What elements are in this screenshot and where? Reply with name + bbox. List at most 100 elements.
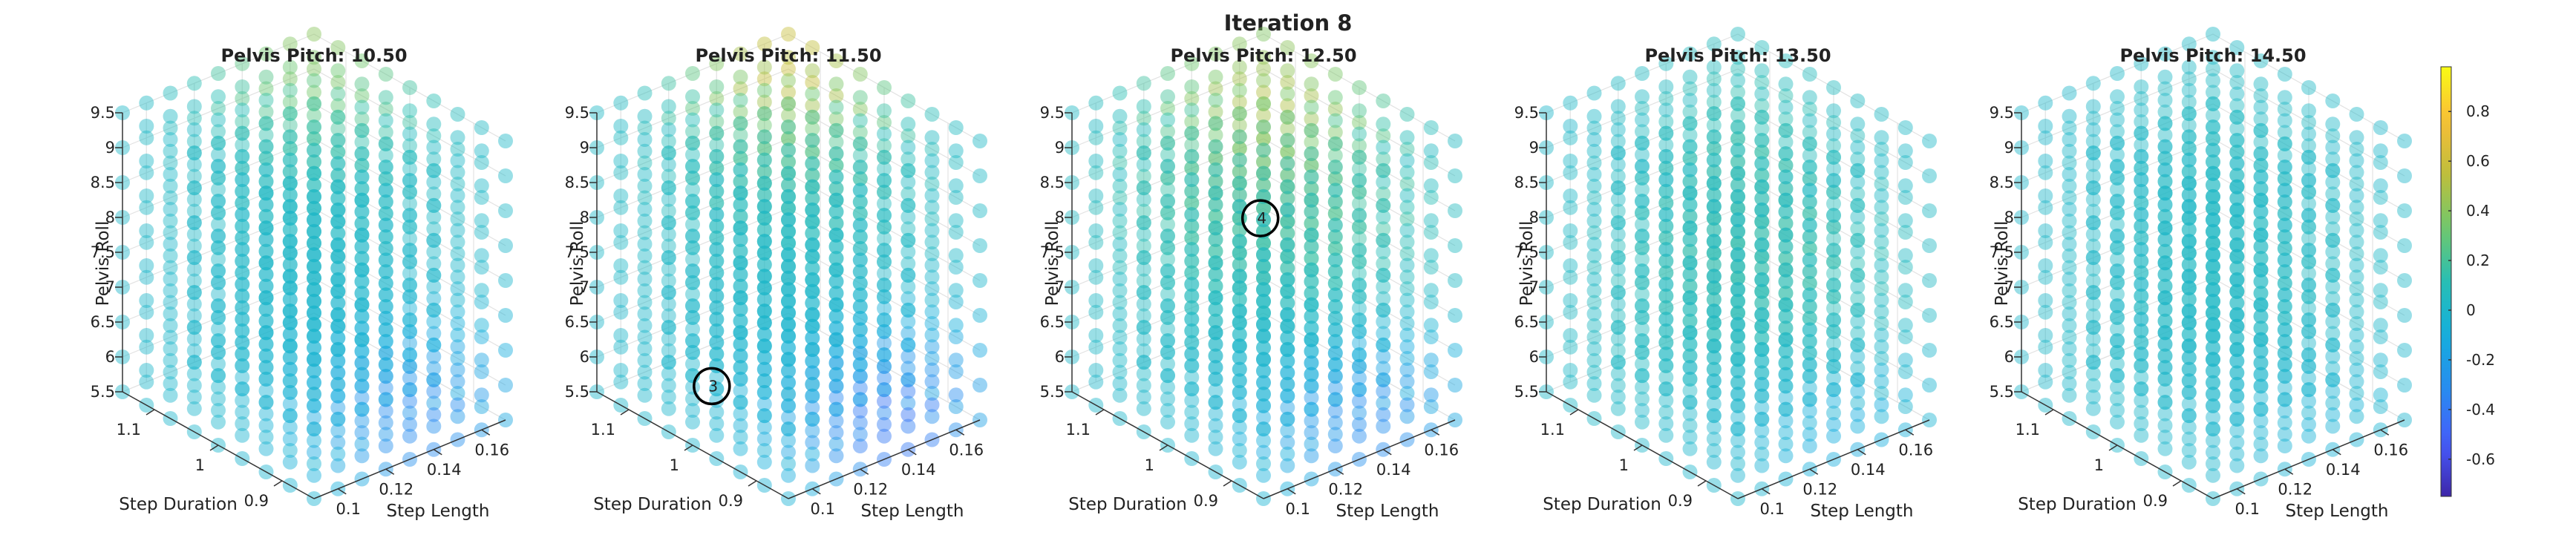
scatter-point — [756, 338, 772, 354]
scatter-point — [1160, 298, 1175, 314]
scatter-point — [2206, 142, 2220, 158]
scatter-point — [235, 253, 250, 269]
scatter-point — [2229, 446, 2245, 462]
scatter-point — [258, 290, 274, 306]
scatter-point — [756, 199, 772, 214]
scatter-point — [637, 260, 653, 275]
scatter-point — [307, 50, 321, 65]
scatter-point — [733, 325, 748, 341]
scatter-point — [661, 203, 676, 219]
scatter-point — [450, 165, 465, 180]
scatter-point — [733, 197, 748, 212]
scatter-point — [1232, 175, 1247, 191]
scatter-point — [330, 377, 346, 392]
scatter-point — [685, 89, 700, 105]
scatter-point — [685, 229, 700, 243]
scatter-point — [756, 176, 772, 191]
scatter-point — [258, 162, 274, 177]
scatter-point — [1280, 75, 1295, 90]
scatter-point — [163, 132, 178, 147]
scatter-point — [1586, 306, 1602, 321]
x-tick-label: 0.16 — [1898, 441, 1933, 459]
scatter-point — [1563, 188, 1578, 203]
scatter-point — [1778, 99, 1794, 115]
y-tick-mark — [620, 409, 630, 416]
y-tick-label: 0.9 — [1668, 492, 1693, 510]
scatter-point — [1327, 264, 1343, 280]
x-axis-label: Step Length — [386, 502, 489, 521]
scatter-point — [2325, 232, 2341, 248]
scatter-point — [378, 229, 393, 245]
scatter-point — [1256, 317, 1271, 332]
scatter-point — [211, 321, 226, 337]
scatter-point — [307, 293, 321, 309]
scatter-point — [733, 266, 748, 282]
scatter-point — [924, 234, 940, 250]
scatter-point — [637, 364, 653, 380]
scatter-point — [733, 360, 748, 375]
scatter-point — [354, 413, 370, 429]
y-tick-label: 1.1 — [2016, 421, 2040, 439]
scatter-point — [426, 244, 442, 260]
scatter-point — [733, 336, 748, 352]
scatter-point — [613, 363, 629, 378]
scatter-point — [1232, 269, 1247, 284]
scatter-point — [163, 202, 178, 217]
x-tick-mark — [385, 468, 395, 475]
scatter-point — [211, 229, 226, 243]
scatter-point — [1088, 95, 1104, 111]
scatter-point — [211, 240, 226, 255]
scatter-point — [258, 290, 274, 305]
scatter-point — [211, 182, 226, 197]
scatter-point — [1352, 347, 1367, 362]
scatter-point — [474, 225, 489, 240]
scatter-point — [1658, 102, 1674, 118]
scatter-point — [330, 109, 346, 125]
scatter-point — [2134, 381, 2149, 396]
scatter-point — [186, 168, 202, 184]
scatter-point — [1327, 136, 1343, 151]
scatter-point — [685, 229, 700, 244]
scatter-point — [307, 270, 321, 286]
scatter-point — [1280, 330, 1295, 346]
scatter-point — [781, 259, 796, 275]
scatter-point — [1256, 212, 1271, 228]
scatter-point — [756, 210, 772, 226]
scatter-point — [781, 456, 796, 471]
scatter-point — [709, 335, 725, 350]
scatter-point — [1136, 343, 1151, 358]
scatter-point — [1327, 380, 1343, 395]
scatter-point — [2229, 411, 2245, 427]
scatter-point — [1850, 407, 1866, 422]
scatter-point — [1232, 246, 1247, 261]
grid-line — [596, 208, 981, 316]
scatter-point — [805, 376, 820, 392]
scatter-point — [1184, 230, 1200, 246]
scatter-point — [1088, 374, 1104, 390]
scatter-point — [756, 176, 772, 191]
scatter-point — [1280, 191, 1295, 206]
scatter-point — [1256, 119, 1271, 134]
scatter-point — [924, 165, 940, 180]
scatter-point — [1399, 153, 1415, 168]
scatter-point — [781, 293, 796, 309]
scatter-point — [1184, 242, 1200, 257]
scatter-point — [1304, 239, 1319, 255]
scatter-point — [709, 312, 725, 327]
scatter-point — [450, 107, 465, 122]
scatter-point — [378, 136, 393, 151]
scatter-point — [330, 283, 346, 299]
scatter-point — [805, 214, 820, 229]
scatter-point — [733, 301, 748, 317]
scatter-point — [1232, 152, 1247, 168]
scatter-point — [1682, 93, 1698, 108]
scatter-point — [1304, 216, 1319, 232]
scatter-point — [1232, 315, 1247, 330]
scatter-point — [1399, 351, 1415, 366]
scatter-point — [685, 66, 700, 81]
scatter-point — [1327, 252, 1343, 268]
scatter-point — [378, 137, 393, 151]
scatter-point — [805, 75, 820, 90]
scatter-point — [756, 164, 772, 180]
scatter-point — [2181, 234, 2197, 249]
